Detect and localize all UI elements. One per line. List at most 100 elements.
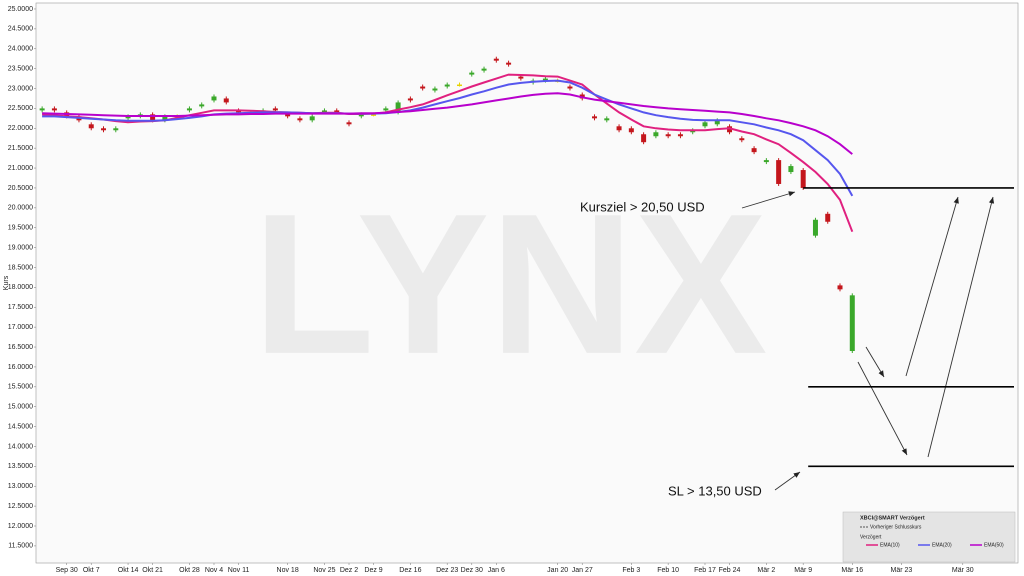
x-tick-label: Feb 17	[694, 567, 716, 574]
candle-body	[592, 116, 598, 119]
arrows	[741, 191, 995, 491]
legend: XBCI@SMART Verzögert Vorheriger Schlussk…	[842, 511, 1016, 563]
candle-body	[407, 98, 413, 101]
legend-box	[842, 511, 1016, 563]
x-tick-label: Mär 16	[841, 567, 863, 574]
legend-label: EMA(20)	[932, 542, 952, 548]
annotation: SL > 13,50 USD	[668, 483, 762, 498]
y-tick-label: 22.5000	[8, 105, 33, 112]
y-tick-label: 24.0000	[8, 46, 33, 53]
y-tick-label: 15.5000	[8, 384, 33, 391]
candle-body	[186, 108, 192, 111]
x-tick-label: Okt 7	[83, 567, 100, 574]
candle-body	[469, 72, 475, 75]
ema-line	[42, 73, 854, 233]
candle-body	[739, 138, 745, 141]
x-tick-label: Dez 9	[364, 567, 382, 574]
y-tick-label: 13.5000	[8, 463, 33, 470]
candle-body	[285, 114, 291, 117]
candle-body	[493, 58, 499, 61]
candle-body	[702, 122, 708, 127]
x-tick-label: Dez 30	[461, 567, 483, 574]
candle-body	[604, 118, 610, 121]
candle-body	[776, 160, 782, 184]
y-tick-label: 12.5000	[8, 503, 33, 510]
candle-body	[51, 108, 57, 111]
candle-body	[837, 285, 843, 290]
candle-body	[420, 86, 426, 89]
candle-body	[788, 166, 794, 173]
candle-body	[113, 128, 119, 131]
y-tick-label: 18.5000	[8, 264, 33, 271]
x-tick-label: Sep 30	[56, 567, 78, 574]
x-tick-label: Okt 28	[179, 567, 200, 574]
x-tick-label: Nov 4	[205, 567, 223, 574]
y-tick-label: 17.0000	[8, 324, 33, 331]
candle-body	[211, 96, 217, 101]
candle-body	[346, 122, 352, 125]
candle-body	[383, 108, 389, 111]
candle-body	[334, 110, 340, 113]
x-tick-label: Dez 23	[436, 567, 458, 574]
y-tick-label: 24.5000	[8, 26, 33, 33]
candle-body	[39, 108, 45, 111]
candle-body	[800, 170, 806, 188]
legend-label: EMA(50)	[984, 542, 1004, 548]
y-tick-label: 13.0000	[8, 483, 33, 490]
x-tick-label: Jan 27	[572, 567, 593, 574]
candle-body	[849, 295, 855, 352]
annotation: Kursziel > 20,50 USD	[580, 199, 705, 214]
legend-label: EMA(10)	[880, 542, 900, 548]
candle-body	[641, 134, 647, 143]
x-tick-label: Dez 2	[340, 567, 358, 574]
candle-body	[162, 116, 168, 121]
x-tick-label: Feb 10	[657, 567, 679, 574]
x-tick-label: Nov 11	[228, 567, 250, 574]
candle-body	[714, 120, 720, 125]
ema-line	[42, 79, 854, 197]
y-tick-label: 19.0000	[8, 244, 33, 251]
y-tick-label: 20.0000	[8, 205, 33, 212]
y-tick-label: 20.5000	[8, 185, 33, 192]
y-tick-label: 18.0000	[8, 284, 33, 291]
y-tick-label: 21.0000	[8, 165, 33, 172]
candle-body	[371, 114, 377, 116]
candle-body	[518, 76, 524, 79]
candle-body	[223, 98, 229, 103]
candle-body	[653, 132, 659, 137]
candle-body	[763, 160, 769, 163]
legend-title: XBCI@SMART Verzögert	[860, 515, 925, 521]
y-tick-label: 19.5000	[8, 225, 33, 232]
y-tick-label: 22.0000	[8, 125, 33, 132]
candle-body	[751, 148, 757, 153]
candle-body	[616, 126, 622, 131]
y-tick-label: 12.0000	[8, 523, 33, 530]
x-tick-label: Mär 2	[757, 567, 775, 574]
y-tick-label: 23.5000	[8, 65, 33, 72]
y-tick-label: 21.5000	[8, 145, 33, 152]
candle-body	[481, 68, 487, 71]
candle-body	[125, 116, 131, 119]
candle-body	[297, 118, 303, 121]
x-tick-label: Okt 21	[142, 567, 163, 574]
watermark: LYNX	[252, 173, 767, 396]
x-tick-label: Dez 16	[399, 567, 421, 574]
y-tick-label: 16.5000	[8, 344, 33, 351]
candle-body	[677, 134, 683, 137]
candle-body	[665, 134, 671, 137]
candle-body	[101, 128, 107, 131]
candle-body	[309, 116, 315, 121]
candle-body	[628, 128, 634, 133]
candle-body	[432, 88, 438, 91]
legend-label: Verzögert	[860, 534, 882, 540]
candle-body	[395, 102, 401, 113]
candle-body	[444, 84, 450, 87]
y-axis-label: Kurs	[3, 275, 10, 290]
ema-line	[42, 92, 853, 155]
candle-body	[812, 219, 818, 236]
y-tick-label: 25.0000	[8, 6, 33, 13]
x-tick-label: Nov 25	[313, 567, 335, 574]
y-tick-label: 23.0000	[8, 85, 33, 92]
candle-body	[321, 110, 327, 113]
